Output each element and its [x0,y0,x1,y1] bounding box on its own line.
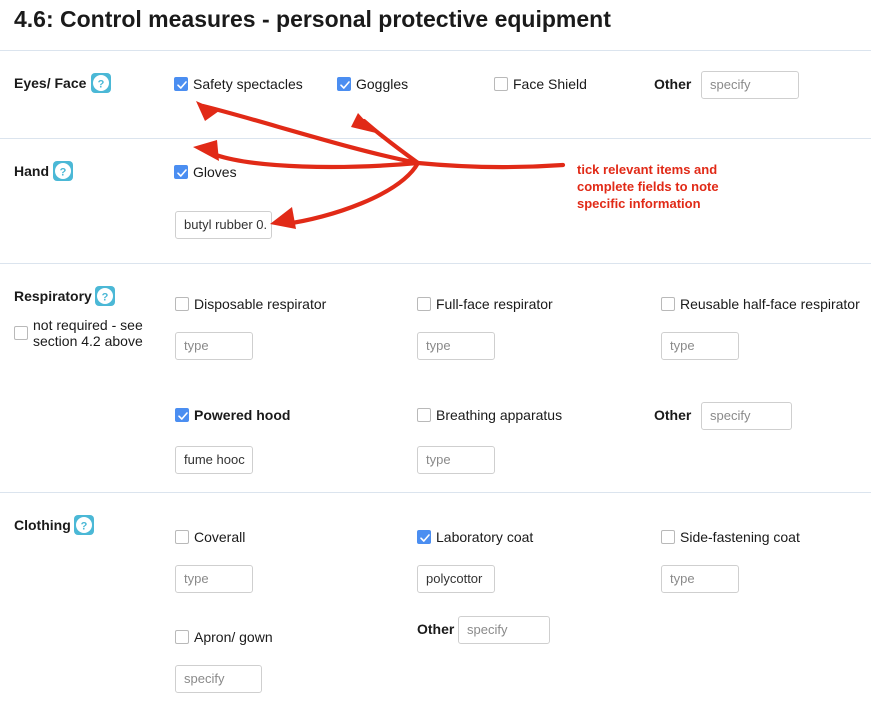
svg-text:?: ? [81,521,88,533]
svg-text:?: ? [60,167,67,179]
svg-text:?: ? [102,292,109,304]
svg-text:?: ? [98,79,105,91]
